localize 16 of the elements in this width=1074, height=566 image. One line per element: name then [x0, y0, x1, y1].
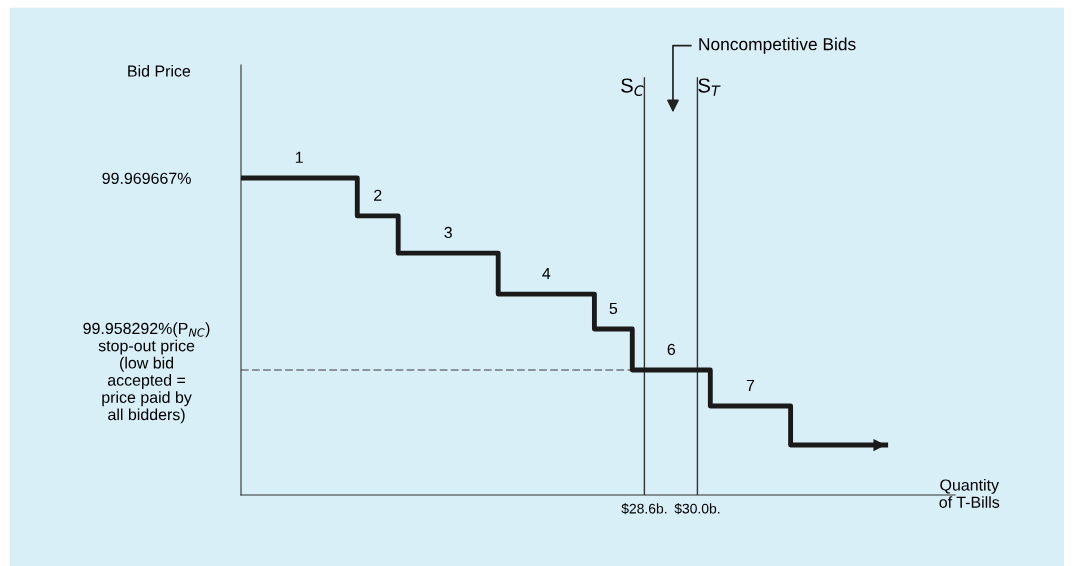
y-tick-label: 99.969667% — [102, 172, 191, 184]
annotation: 7 — [746, 379, 755, 391]
text: Noncompetitive Bids — [699, 37, 856, 54]
ref-line-label: S$_{C}$ — [621, 78, 644, 96]
annotation: 4 — [542, 267, 551, 279]
ref-line-label: S$_{T}$ — [698, 78, 721, 96]
annotation: 3 — [444, 226, 452, 239]
x-tick-label: $28.6b. — [621, 503, 667, 515]
y-axis-title: Bid Price — [128, 65, 191, 77]
annotation: 2 — [374, 189, 382, 201]
y-tick-label: 99.958292%(P$_{NC}$) stop-out price (low bid accepted = price paid by all bidders) — [83, 322, 210, 424]
annotation: 5 — [609, 302, 618, 315]
annotation: 1 — [295, 151, 303, 163]
x-tick-label: $30.0b. — [674, 503, 720, 515]
annotation: 6 — [667, 343, 676, 356]
x-axis-title: Quantity of T-Bills — [939, 478, 1000, 508]
